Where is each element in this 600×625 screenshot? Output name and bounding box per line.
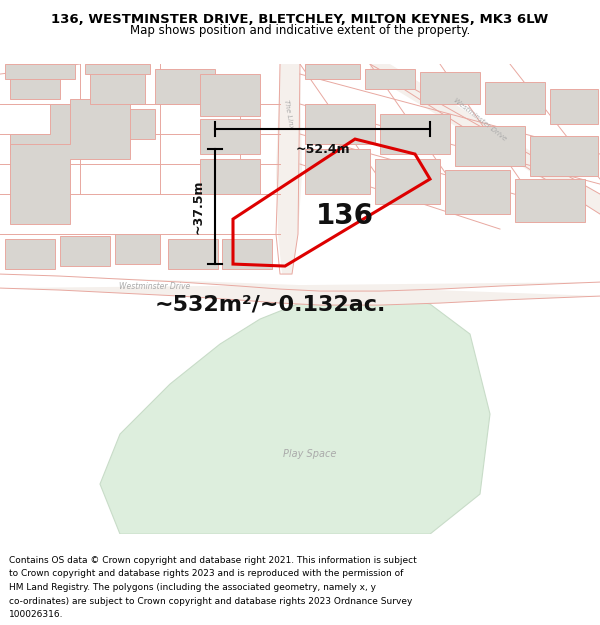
- Polygon shape: [305, 104, 375, 144]
- Polygon shape: [200, 74, 260, 116]
- Polygon shape: [90, 69, 145, 104]
- Polygon shape: [80, 109, 155, 139]
- Polygon shape: [515, 179, 585, 222]
- Polygon shape: [85, 64, 150, 74]
- Polygon shape: [305, 64, 360, 79]
- Polygon shape: [365, 69, 415, 89]
- Polygon shape: [200, 119, 260, 154]
- Polygon shape: [370, 64, 600, 214]
- Polygon shape: [420, 72, 480, 104]
- Polygon shape: [10, 99, 130, 224]
- Polygon shape: [5, 64, 75, 79]
- Text: 136: 136: [316, 202, 374, 230]
- Polygon shape: [5, 239, 55, 269]
- Text: ~37.5m: ~37.5m: [192, 179, 205, 234]
- Text: Map shows position and indicative extent of the property.: Map shows position and indicative extent…: [130, 24, 470, 36]
- Polygon shape: [155, 69, 215, 104]
- Polygon shape: [445, 170, 510, 214]
- Polygon shape: [115, 234, 160, 264]
- Text: Play Space: Play Space: [283, 449, 337, 459]
- Polygon shape: [375, 159, 440, 204]
- Text: 100026316.: 100026316.: [9, 610, 64, 619]
- Text: ~52.4m: ~52.4m: [295, 143, 350, 156]
- Polygon shape: [530, 136, 598, 176]
- Text: Westminster Drive: Westminster Drive: [452, 97, 508, 141]
- Polygon shape: [10, 69, 60, 99]
- Polygon shape: [550, 89, 598, 124]
- Polygon shape: [222, 239, 272, 269]
- Text: co-ordinates) are subject to Crown copyright and database rights 2023 Ordnance S: co-ordinates) are subject to Crown copyr…: [9, 597, 412, 606]
- Text: Contains OS data © Crown copyright and database right 2021. This information is : Contains OS data © Crown copyright and d…: [9, 556, 417, 564]
- Polygon shape: [0, 274, 600, 305]
- Polygon shape: [305, 149, 370, 194]
- Text: The Linx: The Linx: [283, 99, 295, 129]
- Polygon shape: [380, 114, 450, 154]
- Polygon shape: [10, 104, 70, 154]
- Polygon shape: [100, 294, 490, 534]
- Text: ~532m²/~0.132ac.: ~532m²/~0.132ac.: [154, 294, 386, 314]
- Polygon shape: [276, 64, 302, 274]
- Text: 136, WESTMINSTER DRIVE, BLETCHLEY, MILTON KEYNES, MK3 6LW: 136, WESTMINSTER DRIVE, BLETCHLEY, MILTO…: [52, 13, 548, 26]
- Text: HM Land Registry. The polygons (including the associated geometry, namely x, y: HM Land Registry. The polygons (includin…: [9, 583, 376, 592]
- Polygon shape: [200, 159, 260, 194]
- Polygon shape: [485, 82, 545, 114]
- Polygon shape: [60, 236, 110, 266]
- Text: to Crown copyright and database rights 2023 and is reproduced with the permissio: to Crown copyright and database rights 2…: [9, 569, 403, 578]
- Polygon shape: [455, 126, 525, 166]
- Text: Westminster Drive: Westminster Drive: [119, 281, 191, 291]
- Polygon shape: [168, 239, 218, 269]
